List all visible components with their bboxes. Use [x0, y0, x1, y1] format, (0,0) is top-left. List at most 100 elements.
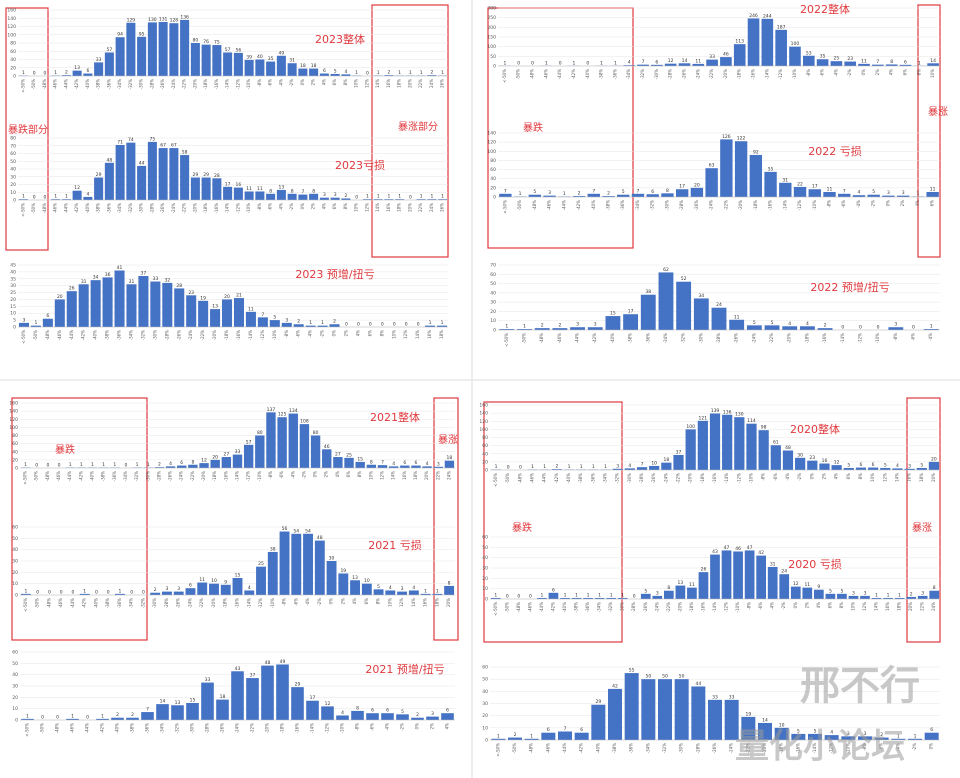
- x-tick-label: -44%: [85, 723, 90, 734]
- x-tick-label: 6%: [930, 200, 935, 207]
- x-tick-label: -36%: [590, 473, 595, 484]
- value-label: 100: [686, 424, 695, 430]
- value-label: 54: [305, 528, 311, 534]
- y-tick-label: 70: [10, 143, 16, 149]
- x-tick-label: 10%: [391, 330, 396, 339]
- x-tick-label: -24%: [235, 723, 240, 734]
- value-label: 1: [387, 194, 390, 200]
- value-label: 1: [409, 70, 412, 76]
- value-label: 2: [116, 712, 119, 718]
- bar: [808, 733, 822, 740]
- x-tick-label: -26%: [160, 203, 165, 214]
- x-tick-label: -8%: [827, 200, 832, 208]
- bar: [83, 73, 93, 76]
- bar: [137, 165, 147, 200]
- y-tick-label: 40: [482, 451, 488, 457]
- value-label: 33: [152, 276, 158, 282]
- x-tick-label: -28%: [716, 333, 721, 344]
- bar: [427, 199, 437, 200]
- x-tick-label: -18%: [779, 743, 784, 754]
- x-tick-label: <-50%: [493, 473, 498, 487]
- value-label: 42: [612, 683, 618, 689]
- bar: [111, 717, 124, 720]
- value-label: 1: [545, 60, 548, 66]
- value-label: 1: [398, 70, 401, 76]
- value-label: 4: [389, 585, 392, 591]
- x-tick-label: -4%: [305, 598, 310, 606]
- x-tick-label: -30%: [627, 473, 632, 484]
- bar: [400, 465, 410, 468]
- chart-title: 2020整体: [790, 422, 840, 436]
- x-tick-label: -48%: [532, 200, 537, 211]
- x-tick-label: -50%: [504, 602, 509, 613]
- value-label: 53: [806, 50, 812, 56]
- bar: [491, 738, 506, 740]
- x-tick-label: -24%: [188, 330, 193, 341]
- bar: [722, 414, 733, 470]
- x-tick-label: -28%: [164, 598, 169, 609]
- x-tick-label: -32%: [128, 79, 133, 90]
- value-label: 2: [154, 587, 157, 593]
- y-tick-label: 50: [490, 54, 496, 60]
- x-tick-label: -38%: [130, 723, 135, 734]
- value-label: 46: [735, 546, 741, 552]
- value-label: 3: [576, 322, 579, 328]
- value-label: 4: [86, 191, 89, 197]
- bar: [437, 325, 448, 327]
- x-tick-label: -42%: [571, 69, 576, 80]
- bar: [366, 464, 377, 468]
- value-label: 3: [437, 461, 440, 467]
- bar: [309, 193, 319, 200]
- value-label: 1: [930, 324, 933, 330]
- chart-title: 2022 预增/扭亏: [810, 280, 889, 294]
- x-tick-label: -10%: [812, 200, 817, 211]
- x-tick-label: -40%: [562, 602, 567, 613]
- x-tick-label: 16%: [427, 330, 432, 339]
- value-label: 75: [150, 136, 156, 142]
- value-label: 6: [580, 727, 583, 733]
- histogram: 01020304050601<-50%0-50%0-48%0-46%1-44%6…: [482, 535, 940, 616]
- x-tick-label: 10%: [387, 598, 392, 607]
- value-label: 56: [282, 526, 288, 532]
- x-tick-label: 22%: [418, 203, 423, 212]
- y-tick-label: 20: [12, 695, 18, 701]
- bar: [570, 327, 585, 330]
- bar: [210, 309, 221, 327]
- value-label: 1: [887, 592, 890, 598]
- bar: [698, 572, 709, 599]
- bar: [697, 420, 708, 470]
- value-label: 1: [530, 733, 533, 739]
- x-tick-label: -10%: [257, 471, 262, 482]
- bar: [517, 329, 532, 330]
- value-label: 55: [629, 668, 635, 674]
- value-label: 4: [248, 585, 251, 591]
- bar: [661, 193, 674, 197]
- chart-title: 2020 亏损: [788, 557, 842, 571]
- x-tick-label: 12%: [380, 471, 385, 480]
- x-tick-label: -22%: [199, 598, 204, 609]
- value-label: 30: [329, 556, 335, 562]
- value-label: 63: [709, 163, 715, 169]
- x-tick-label: -38%: [578, 473, 583, 484]
- value-label: 3: [852, 590, 855, 596]
- bar: [18, 322, 29, 327]
- bar: [808, 189, 821, 197]
- y-tick-label: 100: [487, 44, 496, 50]
- value-label: 3: [894, 322, 897, 328]
- value-label: 34: [93, 275, 99, 281]
- value-label: 12: [793, 581, 799, 587]
- x-tick-label: -12%: [724, 602, 729, 613]
- bar: [690, 187, 704, 197]
- value-label: 55: [768, 166, 774, 172]
- x-tick-label: -22%: [723, 200, 728, 211]
- x-tick-label: -16%: [822, 333, 827, 344]
- bar: [678, 63, 691, 66]
- value-label: 29: [193, 172, 199, 178]
- x-tick-label: -36%: [106, 203, 111, 214]
- value-label: 5: [840, 588, 843, 594]
- bar: [233, 187, 243, 200]
- crash-box: [5, 7, 49, 251]
- bar: [126, 717, 139, 720]
- bar: [868, 467, 879, 470]
- y-tick-label: 0: [15, 718, 18, 724]
